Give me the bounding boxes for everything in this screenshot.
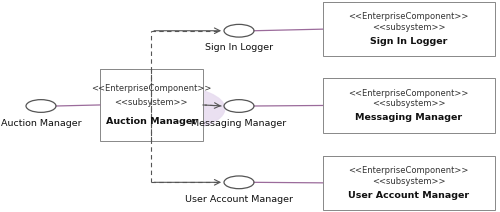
Text: <<EnterpriseComponent>>: <<EnterpriseComponent>> — [348, 89, 469, 98]
Text: <<subsystem>>: <<subsystem>> — [372, 23, 446, 32]
Text: <<EnterpriseComponent>>: <<EnterpriseComponent>> — [348, 166, 469, 175]
Circle shape — [408, 92, 485, 124]
Bar — [322, 78, 355, 89]
Text: <<EnterpriseComponent>>: <<EnterpriseComponent>> — [348, 12, 469, 21]
Bar — [322, 2, 495, 56]
Circle shape — [408, 169, 485, 202]
Bar — [322, 156, 495, 210]
Text: Auction Manager: Auction Manager — [106, 117, 197, 126]
Text: Auction Manager: Auction Manager — [0, 119, 82, 128]
Text: <<subsystem>>: <<subsystem>> — [372, 99, 446, 108]
Circle shape — [374, 169, 450, 202]
Text: <<subsystem>>: <<subsystem>> — [114, 98, 188, 107]
Bar — [322, 2, 355, 13]
Bar — [322, 156, 355, 166]
Bar — [100, 69, 202, 141]
Text: User Account Manager: User Account Manager — [185, 195, 293, 204]
Text: Messaging Manager: Messaging Manager — [192, 119, 286, 128]
Text: Sign In Logger: Sign In Logger — [205, 43, 273, 52]
Bar — [322, 78, 495, 132]
Text: User Account Manager: User Account Manager — [348, 191, 470, 200]
Circle shape — [123, 87, 225, 130]
Circle shape — [408, 16, 485, 48]
Text: Sign In Logger: Sign In Logger — [370, 37, 448, 46]
Circle shape — [374, 92, 450, 124]
Circle shape — [102, 87, 204, 130]
Circle shape — [374, 16, 450, 48]
Text: <<EnterpriseComponent>>: <<EnterpriseComponent>> — [91, 84, 212, 93]
Text: <<subsystem>>: <<subsystem>> — [372, 177, 446, 186]
Text: Messaging Manager: Messaging Manager — [355, 113, 463, 122]
Bar — [100, 69, 132, 80]
